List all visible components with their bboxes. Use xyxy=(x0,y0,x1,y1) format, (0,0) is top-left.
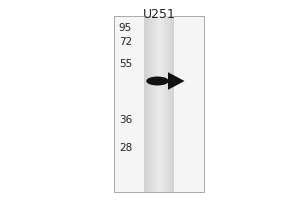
Bar xyxy=(166,16,167,192)
Bar xyxy=(172,16,173,192)
Bar xyxy=(156,16,157,192)
Bar xyxy=(159,16,160,192)
Bar xyxy=(171,16,172,192)
Bar xyxy=(153,16,154,192)
Bar xyxy=(163,16,164,192)
Text: 36: 36 xyxy=(119,115,132,125)
Bar xyxy=(164,16,165,192)
Text: 95: 95 xyxy=(119,23,132,33)
Polygon shape xyxy=(168,72,184,90)
Text: U251: U251 xyxy=(142,8,176,21)
Bar xyxy=(169,16,170,192)
Bar xyxy=(145,16,146,192)
Bar xyxy=(168,16,169,192)
Bar xyxy=(157,16,158,192)
Text: 72: 72 xyxy=(119,37,132,47)
Bar xyxy=(158,16,159,192)
Bar xyxy=(173,16,174,192)
Bar xyxy=(144,16,145,192)
Bar xyxy=(148,16,149,192)
Bar xyxy=(170,16,171,192)
Bar xyxy=(160,16,161,192)
Bar xyxy=(152,16,153,192)
Bar xyxy=(147,16,148,192)
Ellipse shape xyxy=(146,76,169,86)
Bar xyxy=(155,16,156,192)
Bar xyxy=(154,16,155,192)
Bar xyxy=(167,16,168,192)
Bar xyxy=(165,16,166,192)
Bar xyxy=(151,16,152,192)
Text: 28: 28 xyxy=(119,143,132,153)
Bar xyxy=(146,16,147,192)
Bar xyxy=(149,16,150,192)
Bar xyxy=(161,16,162,192)
Text: 55: 55 xyxy=(119,59,132,69)
Bar xyxy=(114,16,204,192)
Bar xyxy=(150,16,151,192)
Bar xyxy=(162,16,163,192)
